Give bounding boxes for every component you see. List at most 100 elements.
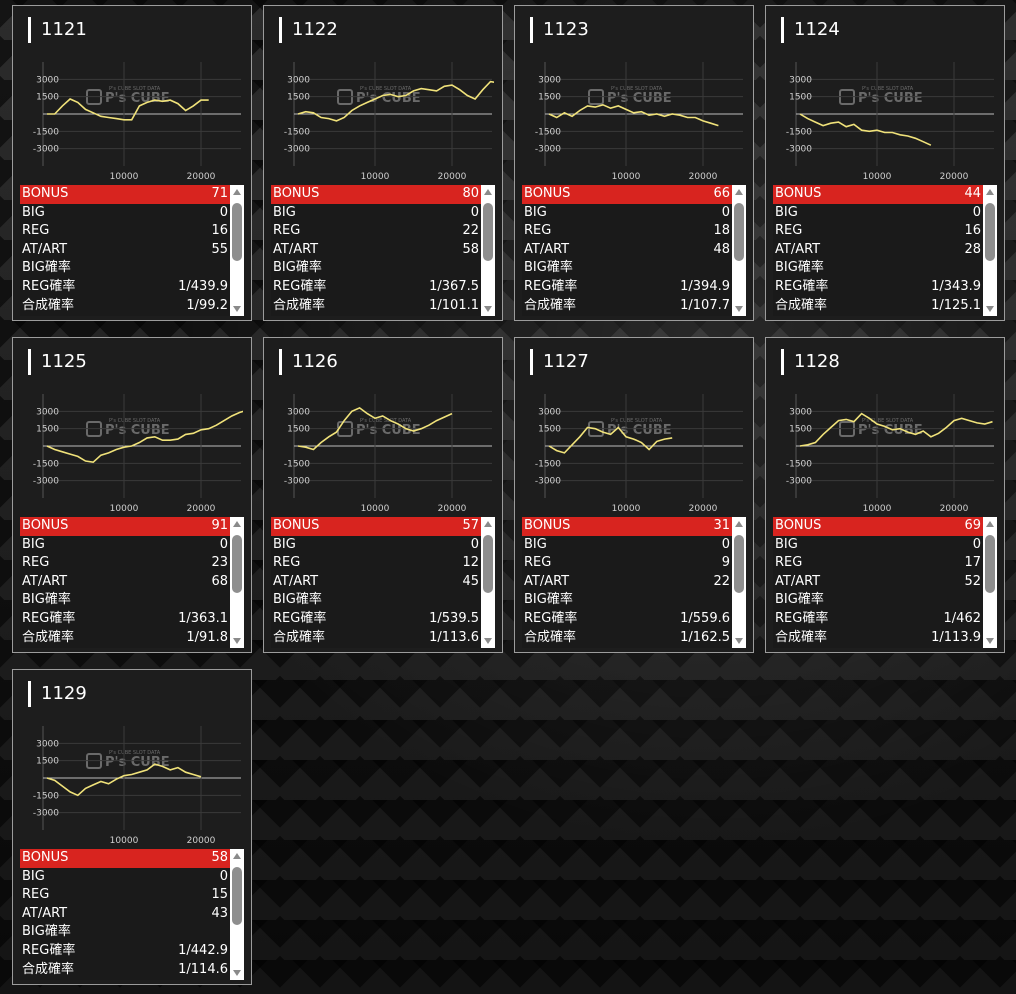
- scroll-up-arrow-icon[interactable]: [233, 521, 241, 527]
- stats-scrollbar[interactable]: [230, 849, 244, 980]
- machine-number[interactable]: 1124: [781, 17, 840, 43]
- stats-scrollbar[interactable]: [481, 517, 495, 648]
- machine-number[interactable]: 1129: [28, 681, 87, 707]
- machine-number[interactable]: 1122: [279, 17, 338, 43]
- stats-scrollbar[interactable]: [230, 185, 244, 316]
- machine-number[interactable]: 1123: [530, 17, 589, 43]
- big-label: BIG: [273, 536, 296, 552]
- row-bonus[interactable]: BONUS 71: [20, 185, 244, 204]
- x-tick-label: 10000: [110, 172, 139, 182]
- machine-number[interactable]: 1121: [28, 17, 87, 43]
- reg-rate-value: 1/367.5: [429, 278, 479, 294]
- machine-card-1126[interactable]: 1126 P's CUBE P's CUBE SLOT DATA 3000 150…: [263, 337, 503, 653]
- machine-card-1124[interactable]: 1124 P's CUBE P's CUBE SLOT DATA 3000 150…: [765, 5, 1005, 321]
- row-bonus[interactable]: BONUS 57: [271, 517, 495, 536]
- scroll-up-arrow-icon[interactable]: [484, 189, 492, 195]
- stats-scrollbar[interactable]: [732, 517, 746, 648]
- scroll-down-arrow-icon[interactable]: [986, 306, 994, 312]
- reg-value: 22: [462, 223, 479, 239]
- stats-scrollbar[interactable]: [732, 185, 746, 316]
- y-tick-label: -3000: [33, 809, 59, 819]
- scroll-thumb[interactable]: [985, 535, 995, 593]
- machine-card-1127[interactable]: 1127 P's CUBE P's CUBE SLOT DATA 3000 150…: [514, 337, 754, 653]
- atart-value: 55: [211, 241, 228, 257]
- stats-scrollbar[interactable]: [481, 185, 495, 316]
- scroll-down-arrow-icon[interactable]: [484, 638, 492, 644]
- big-label: BIG: [22, 536, 45, 552]
- scroll-thumb[interactable]: [232, 203, 242, 261]
- stats-scrollbar[interactable]: [983, 185, 997, 316]
- row-bonus[interactable]: BONUS 58: [20, 849, 244, 868]
- big-value: 0: [972, 204, 981, 220]
- row-total-rate: 合成確率 1/101.1: [271, 297, 495, 316]
- machine-card-1129[interactable]: 1129 P's CUBE P's CUBE SLOT DATA 3000 150…: [12, 669, 252, 985]
- reg-value: 17: [964, 555, 981, 571]
- scroll-up-arrow-icon[interactable]: [986, 189, 994, 195]
- machine-card-1125[interactable]: 1125 P's CUBE P's CUBE SLOT DATA 3000 150…: [12, 337, 252, 653]
- scroll-up-arrow-icon[interactable]: [233, 853, 241, 859]
- machine-card-1122[interactable]: 1122 P's CUBE P's CUBE SLOT DATA 3000 150…: [263, 5, 503, 321]
- reg-rate-label: REG確率: [22, 278, 76, 294]
- scroll-thumb[interactable]: [734, 203, 744, 261]
- scroll-down-arrow-icon[interactable]: [484, 306, 492, 312]
- scroll-thumb[interactable]: [734, 535, 744, 593]
- stats-table: BONUS 31 BIG 0 REG 9 AT/ART 22 BIG確率 REG確率 1/…: [522, 517, 746, 648]
- row-big-rate: BIG確率: [271, 259, 495, 278]
- row-bonus[interactable]: BONUS 31: [522, 517, 746, 536]
- row-bonus[interactable]: BONUS 69: [773, 517, 997, 536]
- scroll-thumb[interactable]: [483, 535, 493, 593]
- scroll-thumb[interactable]: [232, 535, 242, 593]
- scroll-down-arrow-icon[interactable]: [735, 638, 743, 644]
- y-tick-label: 1500: [789, 93, 812, 103]
- y-tick-label: -3000: [535, 477, 561, 487]
- atart-label: AT/ART: [775, 241, 821, 257]
- scroll-up-arrow-icon[interactable]: [233, 189, 241, 195]
- bonus-label: BONUS: [524, 186, 571, 201]
- row-total-rate: 合成確率 1/99.2: [20, 297, 244, 316]
- atart-value: 43: [211, 905, 228, 921]
- row-bonus[interactable]: BONUS 66: [522, 185, 746, 204]
- row-bonus[interactable]: BONUS 44: [773, 185, 997, 204]
- stats-scrollbar[interactable]: [983, 517, 997, 648]
- row-bonus[interactable]: BONUS 91: [20, 517, 244, 536]
- y-tick-label: 3000: [789, 75, 812, 85]
- watermark-logo: P's CUBE: [607, 91, 672, 106]
- machine-card-1123[interactable]: 1123 P's CUBE P's CUBE SLOT DATA 3000 150…: [514, 5, 754, 321]
- atart-value: 45: [462, 573, 479, 589]
- row-reg: REG 12: [271, 554, 495, 573]
- machine-number[interactable]: 1128: [781, 349, 840, 375]
- scroll-thumb[interactable]: [232, 867, 242, 925]
- machine-number[interactable]: 1126: [279, 349, 338, 375]
- big-rate-label: BIG確率: [775, 260, 824, 276]
- y-tick-label: -1500: [535, 459, 561, 469]
- scroll-down-arrow-icon[interactable]: [233, 970, 241, 976]
- row-big: BIG 0: [271, 204, 495, 223]
- scroll-thumb[interactable]: [483, 203, 493, 261]
- bonus-label: BONUS: [22, 850, 69, 865]
- total-rate-label: 合成確率: [22, 297, 75, 313]
- machine-number[interactable]: 1125: [28, 349, 87, 375]
- scroll-up-arrow-icon[interactable]: [735, 521, 743, 527]
- reg-rate-label: REG確率: [524, 278, 578, 294]
- scroll-down-arrow-icon[interactable]: [233, 306, 241, 312]
- scroll-down-arrow-icon[interactable]: [735, 306, 743, 312]
- machine-card-1128[interactable]: 1128 P's CUBE P's CUBE SLOT DATA 3000 150…: [765, 337, 1005, 653]
- x-tick-label: 10000: [110, 836, 139, 846]
- scroll-down-arrow-icon[interactable]: [986, 638, 994, 644]
- machine-card-1121[interactable]: 1121 P's CUBE P's CUBE SLOT DATA 3000 150…: [12, 5, 252, 321]
- scroll-up-arrow-icon[interactable]: [735, 189, 743, 195]
- scroll-thumb[interactable]: [985, 203, 995, 261]
- chart-watermark: P's CUBE P's CUBE SLOT DATA: [86, 750, 170, 770]
- scroll-up-arrow-icon[interactable]: [986, 521, 994, 527]
- stats-scrollbar[interactable]: [230, 517, 244, 648]
- row-bonus[interactable]: BONUS 80: [271, 185, 495, 204]
- row-atart: AT/ART 58: [271, 241, 495, 260]
- reg-rate-value: 1/462: [943, 610, 981, 626]
- total-rate-label: 合成確率: [775, 297, 828, 313]
- scroll-up-arrow-icon[interactable]: [484, 521, 492, 527]
- bonus-label: BONUS: [22, 186, 69, 201]
- reg-rate-label: REG確率: [775, 610, 829, 626]
- scroll-down-arrow-icon[interactable]: [233, 638, 241, 644]
- machine-number[interactable]: 1127: [530, 349, 589, 375]
- stats-table: BONUS 71 BIG 0 REG 16 AT/ART 55 BIG確率 REG確率 1…: [20, 185, 244, 316]
